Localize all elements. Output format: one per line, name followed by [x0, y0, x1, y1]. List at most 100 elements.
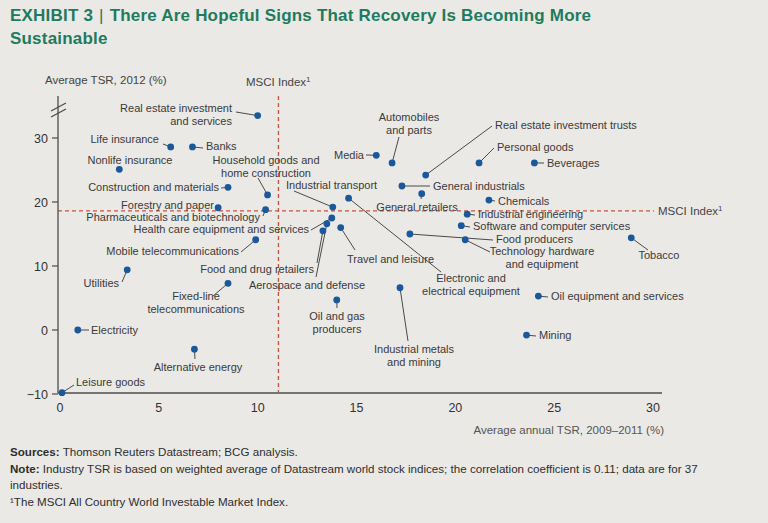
dot-general-industrials	[399, 183, 406, 190]
y-tick-label: 0	[41, 324, 48, 338]
label-personal-goods: Personal goods	[497, 141, 574, 153]
y-axis-title: Average TSR, 2012 (%)	[45, 74, 167, 86]
x-tick-label: 0	[57, 401, 64, 415]
label-banks: Banks	[206, 140, 237, 152]
label-oil-and-gas-producers: Oil and gasproducers	[309, 310, 365, 335]
label-pharmaceuticals-and-biotechnology: Pharmaceuticals and biotechnology	[86, 211, 260, 223]
x-tick-label: 25	[547, 401, 561, 415]
leader-line-industrial-metals-and-mining	[400, 288, 408, 341]
label-nonlife-insurance: Nonlife insurance	[88, 154, 173, 166]
dot-tobacco	[628, 234, 635, 241]
label-mining: Mining	[539, 329, 571, 341]
label-technology-hardware-and-equipment: Technology hardwareand equipment	[490, 245, 595, 270]
dot-general-retailers	[418, 190, 425, 197]
sources-label: Sources:	[10, 445, 60, 458]
leader-line-technology-hardware-and-equipment	[465, 240, 490, 252]
dot-mining	[523, 332, 530, 339]
note-text: Industry TSR is based on weighted averag…	[10, 462, 698, 492]
label-travel-and-leisure: Travel and leisure	[347, 253, 434, 265]
dot-electronic-and-electrical-equipment	[345, 195, 352, 202]
y-tick-label: 30	[34, 132, 48, 146]
exhibit-page: EXHIBIT 3|There Are Hopeful Signs That R…	[0, 0, 768, 523]
dot-utilities	[124, 266, 131, 273]
y-tick-label: −10	[27, 388, 48, 402]
x-axis-title: Average annual TSR, 2009–2011 (%)	[473, 424, 664, 436]
dot-pharmaceuticals-and-biotechnology	[262, 206, 269, 213]
label-tobacco: Tobacco	[639, 249, 680, 261]
label-software-and-computer-services: Software and computer services	[473, 220, 631, 232]
label-aerospace-and-defense: Aerospace and defense	[249, 279, 365, 291]
dot-life-insurance	[167, 144, 174, 151]
dot-technology-hardware-and-equipment	[462, 236, 469, 243]
y-tick-label: 20	[34, 196, 48, 210]
dot-nonlife-insurance	[116, 166, 123, 173]
label-mobile-telecommunications: Mobile telecommunications	[106, 245, 239, 257]
label-leisure-goods: Leisure goods	[76, 376, 146, 388]
label-industrial-transport: Industrial transport	[286, 179, 377, 191]
dot-household-goods-and-home-construction	[264, 192, 271, 199]
dot-oil-and-gas-producers	[333, 297, 340, 304]
dot-alternative-energy	[191, 346, 198, 353]
dot-beverages	[531, 160, 538, 167]
dot-leisure-goods	[59, 389, 66, 396]
leader-line-travel-and-leisure	[341, 228, 355, 250]
label-industrial-metals-and-mining: Industrial metalsand mining	[374, 343, 455, 368]
dot-industrial-transport	[329, 204, 336, 211]
msci-footnote-text: ¹The MSCI All Country World Investable M…	[10, 495, 288, 508]
x-tick-label: 30	[646, 401, 660, 415]
dot-real-estate-investment-and-services	[254, 112, 261, 119]
dot-personal-goods	[476, 160, 483, 167]
msci-index-label-right: MSCI Index1	[658, 204, 723, 217]
label-fixed-line-telecommunications: Fixed-linetelecommunications	[147, 290, 245, 315]
label-beverages: Beverages	[547, 157, 600, 169]
tsr-scatter-chart: 3020100−10051015202530Average TSR, 2012 …	[0, 0, 768, 445]
y-tick-label: 10	[34, 260, 48, 274]
label-electricity: Electricity	[91, 324, 139, 336]
dot-industrial-engineering	[464, 211, 471, 218]
label-oil-equipment-and-services: Oil equipment and services	[551, 290, 684, 302]
dot-mobile-telecommunications	[252, 236, 259, 243]
label-real-estate-investment-trusts: Real estate investment trusts	[495, 119, 637, 131]
label-life-insurance: Life insurance	[91, 133, 160, 145]
msci-footnote-line: ¹The MSCI All Country World Investable M…	[10, 494, 748, 511]
leader-line-industrial-transport	[294, 191, 333, 207]
dot-health-care-equipment-and-services	[328, 215, 335, 222]
msci-index-label-top: MSCI Index1	[246, 75, 311, 88]
dot-travel-and-leisure	[337, 224, 344, 231]
footnotes-block: Sources: Thomson Reuters Datastream; BCG…	[10, 444, 748, 510]
dot-banks	[189, 144, 196, 151]
label-media: Media	[334, 149, 365, 161]
dot-media	[373, 152, 380, 159]
dot-electricity	[74, 327, 81, 334]
leader-line-real-estate-investment-trusts	[426, 126, 492, 175]
sources-text: Thomson Reuters Datastream; BCG analysis…	[63, 445, 298, 458]
leader-line-automobiles-and-parts	[392, 137, 399, 163]
x-tick-label: 10	[251, 401, 265, 415]
label-utilities: Utilities	[84, 277, 120, 289]
dot-aerospace-and-defense	[323, 220, 330, 227]
label-automobiles-and-parts: Automobilesand parts	[379, 111, 440, 136]
dot-real-estate-investment-trusts	[422, 172, 429, 179]
label-general-industrials: General industrials	[433, 180, 525, 192]
dot-construction-and-materials	[225, 184, 232, 191]
dot-food-producers	[406, 231, 413, 238]
dot-chemicals	[486, 197, 493, 204]
dot-oil-equipment-and-services	[535, 293, 542, 300]
label-household-goods-and-home-construction: Household goods andhome construction	[212, 154, 319, 179]
dot-fixed-line-telecommunications	[225, 280, 232, 287]
label-chemicals: Chemicals	[498, 195, 550, 207]
label-food-producers: Food producers	[496, 233, 574, 245]
note-line: Note: Industry TSR is based on weighted …	[10, 461, 748, 494]
x-tick-label: 20	[448, 401, 462, 415]
label-industrial-engineering: Industrial engineering	[478, 208, 583, 220]
x-tick-label: 15	[350, 401, 364, 415]
label-forestry-and-paper: Forestry and paper	[121, 199, 214, 211]
label-alternative-energy: Alternative energy	[154, 361, 243, 373]
note-label: Note:	[10, 462, 40, 475]
label-real-estate-investment-and-services: Real estate investmentand services	[120, 102, 232, 127]
label-health-care-equipment-and-services: Health care equipment and services	[134, 223, 310, 235]
label-construction-and-materials: Construction and materials	[88, 181, 219, 193]
sources-line: Sources: Thomson Reuters Datastream; BCG…	[10, 444, 748, 461]
dot-food-and-drug-retailers	[319, 227, 326, 234]
label-food-and-drug-retailers: Food and drug retailers	[200, 263, 314, 275]
